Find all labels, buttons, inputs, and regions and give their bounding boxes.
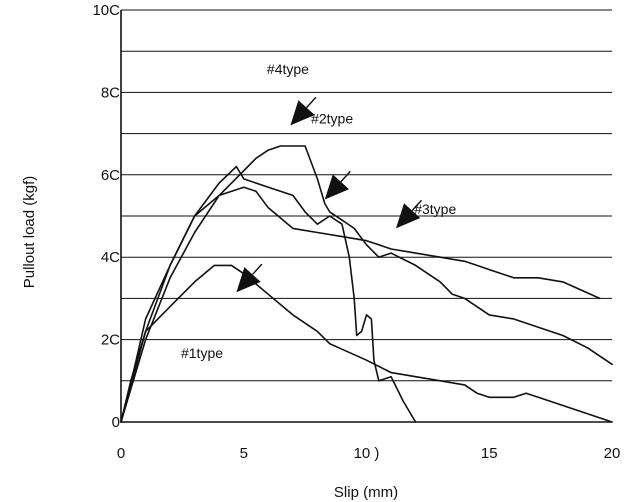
y-axis-title: Pullout load (kgf) xyxy=(21,176,38,289)
arrow-head-1type xyxy=(236,267,261,293)
arrow-stem-3type xyxy=(411,199,423,212)
series-line-4type xyxy=(120,145,613,423)
x-tick-5: 5 xyxy=(240,445,248,462)
series-label-3type: #3type xyxy=(414,201,456,217)
annotation-arrows xyxy=(236,96,423,293)
tick-labels: 0 2C 4C 6C 8C 10C 0 5 10 ) 15 20 xyxy=(92,2,620,462)
series-lines xyxy=(120,145,613,423)
arrow-head-3type xyxy=(395,203,421,229)
arrow-stem-1type xyxy=(252,263,263,275)
x-tick-0: 0 xyxy=(117,445,125,462)
series-line-3type xyxy=(120,186,601,423)
y-tick-20: 2C xyxy=(101,332,120,349)
y-tick-60: 6C xyxy=(101,167,120,184)
x-tick-10: 10 ) xyxy=(354,445,380,462)
arrow-stem-2type xyxy=(340,170,351,183)
y-tick-40: 4C xyxy=(101,249,120,266)
series-label-1type: #1type xyxy=(181,345,223,361)
arrow-stem-4type xyxy=(306,96,317,109)
y-tick-100: 10C xyxy=(92,2,120,19)
plot-frame xyxy=(120,10,612,423)
grid-lines xyxy=(121,9,612,382)
series-label-2type: #2type xyxy=(311,110,353,126)
y-tick-0: 0 xyxy=(112,414,120,431)
x-tick-20: 20 xyxy=(604,445,621,462)
annotation-labels: #4type #2type #3type #1type xyxy=(181,61,456,361)
series-line-1type xyxy=(120,264,613,423)
series-label-4type: #4type xyxy=(267,61,309,77)
arrow-head-4type xyxy=(290,100,315,126)
x-tick-15: 15 xyxy=(481,445,498,462)
y-tick-80: 8C xyxy=(101,84,120,101)
x-axis-title: Slip (mm) xyxy=(334,484,398,501)
arrow-head-2type xyxy=(324,174,349,200)
